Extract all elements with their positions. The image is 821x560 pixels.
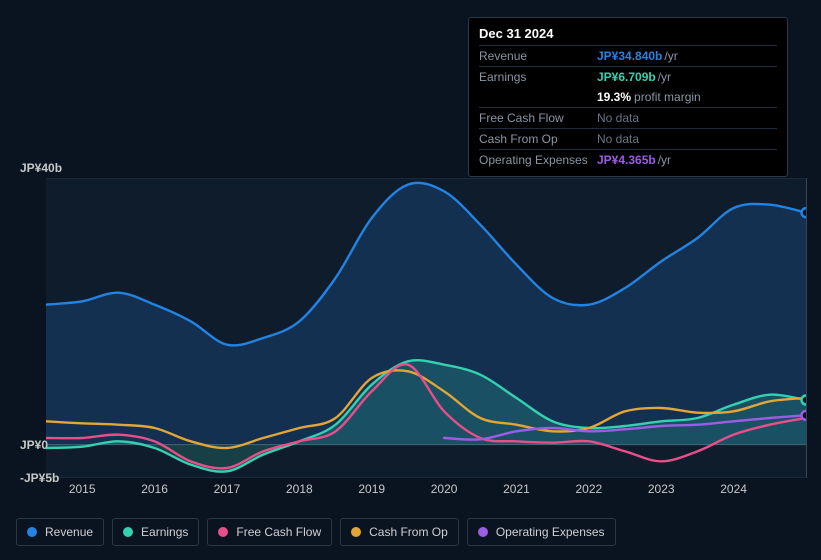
legend: Revenue Earnings Free Cash Flow Cash From O… <box>16 518 616 546</box>
legend-item-earnings[interactable]: Earnings <box>112 518 199 546</box>
tooltip-label: Cash From Op <box>479 132 597 146</box>
y-axis-tick-label: -JP¥5b <box>20 471 59 485</box>
legend-label: Revenue <box>45 525 93 539</box>
legend-item-opex[interactable]: Operating Expenses <box>467 518 616 546</box>
chart-plot <box>46 178 806 478</box>
x-axis-tick-label: 2017 <box>214 482 241 496</box>
legend-swatch <box>27 527 37 537</box>
tooltip-row: EarningsJP¥6.709b /yr <box>479 66 777 87</box>
tooltip-value: JP¥6.709b <box>597 70 656 84</box>
x-axis-tick-label: 2016 <box>141 482 168 496</box>
tooltip-date: Dec 31 2024 <box>479 24 777 45</box>
x-axis-tick-label: 2015 <box>69 482 96 496</box>
chart-tooltip: Dec 31 2024 RevenueJP¥34.840b /yrEarning… <box>468 17 788 177</box>
tooltip-label: Free Cash Flow <box>479 111 597 125</box>
x-axis-tick-label: 2020 <box>431 482 458 496</box>
tooltip-subrow: 19.3%profit margin <box>479 87 777 107</box>
legend-swatch <box>123 527 133 537</box>
legend-swatch <box>478 527 488 537</box>
tooltip-rows: RevenueJP¥34.840b /yrEarningsJP¥6.709b /… <box>479 45 777 170</box>
tooltip-row: Cash From OpNo data <box>479 128 777 149</box>
tooltip-row: Free Cash FlowNo data <box>479 107 777 128</box>
legend-label: Cash From Op <box>369 525 448 539</box>
legend-swatch <box>351 527 361 537</box>
chart-cursor-line <box>806 178 807 478</box>
y-axis-tick-label: JP¥40b <box>20 161 62 175</box>
tooltip-label: Earnings <box>479 70 597 84</box>
x-axis-tick-label: 2022 <box>575 482 602 496</box>
tooltip-nodata: No data <box>597 132 639 146</box>
chart-svg <box>46 178 806 478</box>
tooltip-unit: /yr <box>658 70 671 84</box>
legend-label: Operating Expenses <box>496 525 605 539</box>
y-axis-tick-label: JP¥0 <box>20 438 48 452</box>
tooltip-nodata: No data <box>597 111 639 125</box>
tooltip-value: JP¥34.840b <box>597 49 662 63</box>
legend-swatch <box>218 527 228 537</box>
x-axis-tick-label: 2021 <box>503 482 530 496</box>
legend-label: Free Cash Flow <box>236 525 321 539</box>
tooltip-label: Revenue <box>479 49 597 63</box>
legend-item-fcf[interactable]: Free Cash Flow <box>207 518 332 546</box>
legend-item-revenue[interactable]: Revenue <box>16 518 104 546</box>
legend-item-cfo[interactable]: Cash From Op <box>340 518 459 546</box>
x-axis-tick-label: 2018 <box>286 482 313 496</box>
legend-label: Earnings <box>141 525 188 539</box>
tooltip-row: RevenueJP¥34.840b /yr <box>479 45 777 66</box>
x-axis-tick-label: 2023 <box>648 482 675 496</box>
x-axis-tick-label: 2019 <box>358 482 385 496</box>
x-axis-tick-label: 2024 <box>720 482 747 496</box>
tooltip-unit: /yr <box>664 49 677 63</box>
financials-chart[interactable]: JP¥40b JP¥0 -JP¥5b 2015 2016 2017 2018 2019 2020… <box>16 160 806 500</box>
